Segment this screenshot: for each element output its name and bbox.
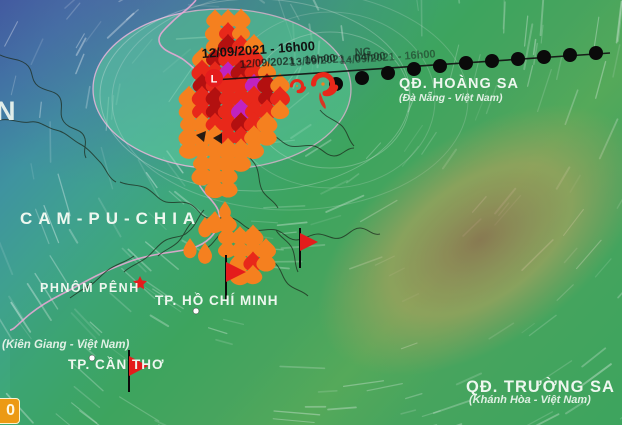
- svg-text:PHNÔM PÊNH: PHNÔM PÊNH: [40, 280, 140, 295]
- svg-text:N: N: [0, 96, 16, 126]
- svg-text:TP. HỒ CHÍ MINH: TP. HỒ CHÍ MINH: [155, 293, 279, 308]
- svg-text:(Khánh Hòa - Việt Nam): (Khánh Hòa - Việt Nam): [469, 394, 591, 406]
- svg-text:(Kiên Giang - Việt Nam): (Kiên Giang - Việt Nam): [2, 339, 130, 351]
- svg-text:CAM-PU-CHIA: CAM-PU-CHIA: [20, 209, 201, 228]
- svg-text:TP. CẦN THƠ: TP. CẦN THƠ: [68, 357, 165, 372]
